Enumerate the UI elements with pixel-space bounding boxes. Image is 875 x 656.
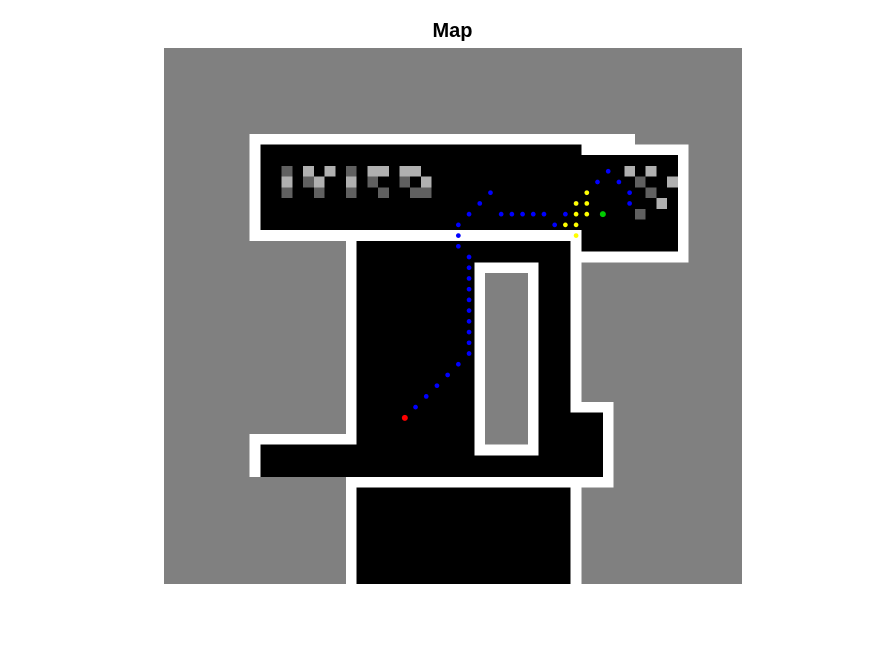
noise-cell — [346, 187, 357, 198]
path-point — [552, 223, 557, 228]
frontier-point — [563, 223, 568, 228]
path-point — [467, 308, 472, 313]
noise-cell — [367, 166, 378, 177]
path-point — [488, 190, 493, 195]
path-point — [617, 180, 622, 185]
noise-cell — [410, 187, 421, 198]
free-bottom-left — [260, 445, 356, 477]
noise-cell — [314, 187, 325, 198]
frontier-point — [574, 212, 579, 217]
noise-cell — [399, 166, 410, 177]
path-point — [467, 319, 472, 324]
noise-cell — [421, 187, 432, 198]
path-point — [627, 201, 632, 206]
path-point — [467, 287, 472, 292]
path-point — [467, 212, 472, 217]
noise-cell — [303, 177, 314, 188]
frontier-point — [574, 201, 579, 206]
path-point — [456, 244, 461, 249]
inner-obstacle-core — [485, 273, 528, 445]
path-point — [467, 255, 472, 260]
path-point — [467, 351, 472, 356]
noise-cell — [646, 187, 657, 198]
noise-cell — [282, 166, 293, 177]
path-point — [563, 212, 568, 217]
path-point — [456, 233, 461, 238]
noise-cell — [325, 166, 336, 177]
noise-cell — [624, 166, 635, 177]
noise-cell — [346, 177, 357, 188]
path-point — [467, 298, 472, 303]
noise-cell — [378, 166, 389, 177]
noise-cell — [646, 166, 657, 177]
path-point — [595, 180, 600, 185]
noise-cell — [410, 166, 421, 177]
noise-cell — [399, 177, 410, 188]
path-point — [413, 405, 418, 410]
figure-title: Map — [0, 20, 875, 43]
path-point — [435, 383, 440, 388]
path-point — [467, 276, 472, 281]
noise-cell — [282, 187, 293, 198]
wall-bottom-strip — [357, 477, 614, 488]
path-point — [456, 223, 461, 228]
noise-cell — [656, 198, 667, 209]
occupancy-grid — [164, 48, 742, 584]
noise-cell — [303, 166, 314, 177]
free-bottom-right — [571, 412, 603, 487]
frontier-point — [584, 190, 589, 195]
path-point — [627, 190, 632, 195]
frontier-point — [574, 233, 579, 238]
noise-cell — [667, 177, 678, 188]
path-point — [456, 362, 461, 367]
path-point — [520, 212, 525, 217]
frontier-point — [584, 201, 589, 206]
noise-cell — [378, 187, 389, 198]
path-point — [510, 212, 515, 217]
noise-cell — [346, 166, 357, 177]
start-point — [402, 415, 408, 421]
frontier-point — [574, 223, 579, 228]
path-point — [467, 330, 472, 335]
path-point — [499, 212, 504, 217]
map-axes — [164, 48, 742, 584]
noise-cell — [421, 177, 432, 188]
path-point — [542, 212, 547, 217]
noise-cell — [367, 177, 378, 188]
noise-cell — [635, 177, 646, 188]
goal-point — [600, 211, 606, 217]
path-point — [477, 201, 482, 206]
frontier-point — [584, 212, 589, 217]
noise-cell — [635, 209, 646, 220]
path-point — [467, 340, 472, 345]
path-point — [531, 212, 536, 217]
path-point — [445, 373, 450, 378]
path-point — [424, 394, 429, 399]
path-point — [606, 169, 611, 174]
noise-cell — [314, 177, 325, 188]
noise-cell — [282, 177, 293, 188]
path-point — [467, 265, 472, 270]
